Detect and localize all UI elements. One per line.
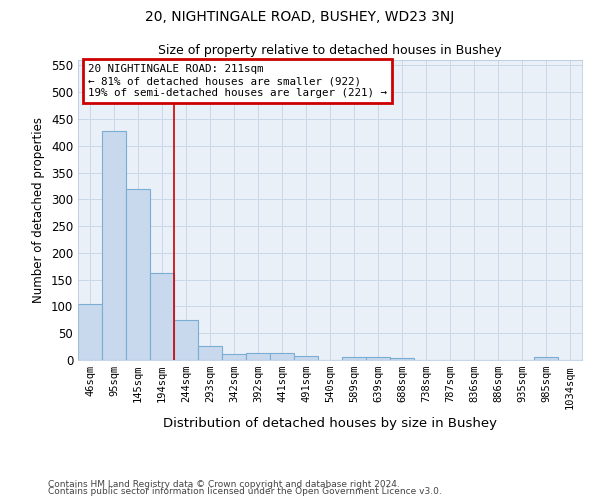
Text: Contains public sector information licensed under the Open Government Licence v3: Contains public sector information licen… xyxy=(48,488,442,496)
Bar xyxy=(126,188,150,360)
Bar xyxy=(270,353,294,360)
Text: Contains HM Land Registry data © Crown copyright and database right 2024.: Contains HM Land Registry data © Crown c… xyxy=(48,480,400,489)
Text: 20, NIGHTINGALE ROAD, BUSHEY, WD23 3NJ: 20, NIGHTINGALE ROAD, BUSHEY, WD23 3NJ xyxy=(145,10,455,24)
Bar xyxy=(78,304,102,360)
Bar xyxy=(150,272,174,360)
Bar xyxy=(174,320,198,360)
X-axis label: Distribution of detached houses by size in Bushey: Distribution of detached houses by size … xyxy=(163,417,497,430)
Y-axis label: Number of detached properties: Number of detached properties xyxy=(32,117,46,303)
Bar xyxy=(534,358,558,360)
Bar xyxy=(222,354,246,360)
Bar xyxy=(246,352,270,360)
Bar xyxy=(294,356,318,360)
Bar xyxy=(102,130,126,360)
Text: 20 NIGHTINGALE ROAD: 211sqm
← 81% of detached houses are smaller (922)
19% of se: 20 NIGHTINGALE ROAD: 211sqm ← 81% of det… xyxy=(88,64,387,98)
Bar xyxy=(366,358,390,360)
Bar xyxy=(342,358,366,360)
Bar xyxy=(390,358,414,360)
Bar xyxy=(198,346,222,360)
Title: Size of property relative to detached houses in Bushey: Size of property relative to detached ho… xyxy=(158,44,502,58)
